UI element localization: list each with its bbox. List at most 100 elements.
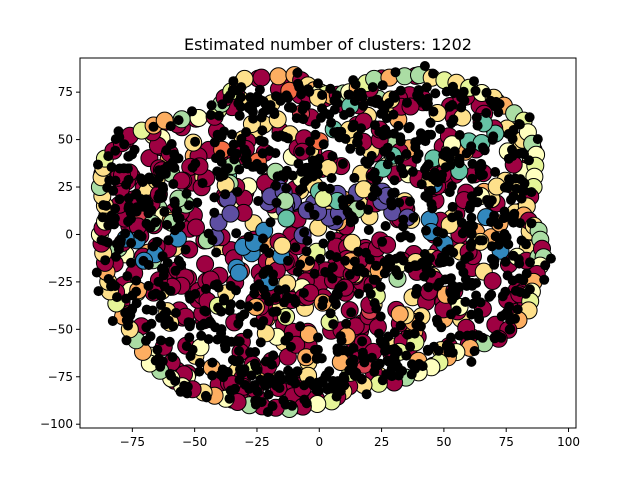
- noise-point: [498, 213, 509, 224]
- noise-point: [225, 280, 236, 291]
- noise-point: [153, 276, 164, 287]
- noise-point: [192, 197, 203, 208]
- noise-point: [401, 350, 412, 361]
- noise-point: [428, 106, 439, 117]
- noise-point: [341, 318, 352, 329]
- noise-point: [304, 376, 315, 387]
- noise-point: [138, 255, 149, 266]
- noise-point: [243, 301, 254, 312]
- noise-point: [323, 267, 334, 278]
- cluster-point: [269, 67, 288, 86]
- noise-point: [393, 370, 404, 381]
- noise-point: [234, 164, 245, 175]
- noise-point: [247, 106, 258, 117]
- noise-point: [93, 286, 104, 297]
- noise-point: [393, 270, 404, 281]
- noise-point: [352, 138, 363, 149]
- noise-point: [332, 126, 343, 137]
- noise-point: [168, 321, 179, 332]
- noise-point: [377, 80, 388, 91]
- noise-point: [281, 90, 292, 101]
- noise-point: [356, 123, 367, 134]
- noise-point: [381, 369, 392, 380]
- noise-point: [367, 82, 378, 93]
- noise-point: [207, 357, 218, 368]
- noise-point: [468, 298, 479, 309]
- noise-point: [404, 261, 415, 272]
- noise-point: [227, 129, 237, 140]
- noise-point: [414, 311, 425, 322]
- noise-point: [345, 143, 356, 154]
- noise-point: [467, 158, 478, 169]
- noise-point: [147, 305, 158, 316]
- noise-point: [249, 288, 260, 299]
- noise-point: [114, 163, 125, 174]
- noise-point: [270, 148, 281, 159]
- noise-point: [165, 121, 176, 132]
- noise-point: [353, 246, 364, 257]
- noise-point: [207, 235, 218, 246]
- noise-point: [375, 281, 386, 292]
- noise-point: [200, 390, 211, 401]
- noise-point: [394, 197, 405, 208]
- noise-point: [309, 344, 320, 355]
- x-tick-label: 75: [499, 435, 514, 449]
- noise-point: [200, 283, 211, 294]
- noise-point: [407, 166, 418, 177]
- noise-point: [253, 196, 264, 206]
- noise-point: [357, 351, 368, 362]
- noise-point: [393, 120, 404, 131]
- noise-point: [119, 139, 130, 150]
- noise-point: [152, 344, 163, 355]
- noise-point: [236, 133, 247, 144]
- noise-point: [428, 68, 439, 79]
- noise-point: [326, 117, 337, 128]
- noise-point: [219, 126, 229, 137]
- noise-point: [419, 271, 430, 282]
- noise-point: [325, 83, 336, 94]
- noise-point: [438, 257, 449, 268]
- noise-point: [324, 183, 335, 194]
- noise-point: [440, 162, 451, 173]
- cluster-point: [483, 272, 502, 290]
- noise-point: [458, 267, 469, 278]
- noise-point: [348, 75, 359, 86]
- y-tick-label: 0: [65, 227, 73, 241]
- noise-point: [218, 295, 229, 306]
- noise-point: [159, 309, 170, 320]
- noise-point: [141, 194, 152, 205]
- noise-point: [363, 283, 374, 294]
- noise-point: [293, 158, 304, 169]
- noise-point: [507, 133, 518, 144]
- cluster-point: [390, 305, 409, 324]
- cluster-point: [187, 218, 205, 237]
- noise-point: [325, 230, 336, 241]
- noise-point: [98, 200, 109, 211]
- noise-point: [364, 254, 375, 265]
- noise-point: [516, 235, 527, 246]
- noise-point: [479, 145, 490, 156]
- noise-point: [376, 108, 387, 119]
- cluster-point: [221, 204, 240, 223]
- noise-point: [271, 180, 281, 191]
- noise-point: [515, 218, 526, 229]
- noise-point: [353, 288, 364, 299]
- noise-point: [326, 173, 337, 183]
- noise-point: [405, 196, 415, 207]
- noise-point: [466, 191, 477, 202]
- noise-point: [199, 305, 210, 316]
- noise-point: [423, 129, 434, 140]
- noise-point: [466, 356, 477, 367]
- noise-point: [100, 255, 111, 266]
- noise-point: [489, 101, 500, 112]
- noise-point: [410, 363, 421, 374]
- noise-point: [383, 331, 394, 342]
- noise-point: [286, 102, 297, 113]
- noise-point: [266, 359, 277, 370]
- noise-point: [514, 148, 525, 159]
- noise-point: [304, 255, 315, 266]
- noise-point: [160, 319, 171, 330]
- noise-point: [120, 228, 131, 239]
- noise-point: [504, 324, 515, 335]
